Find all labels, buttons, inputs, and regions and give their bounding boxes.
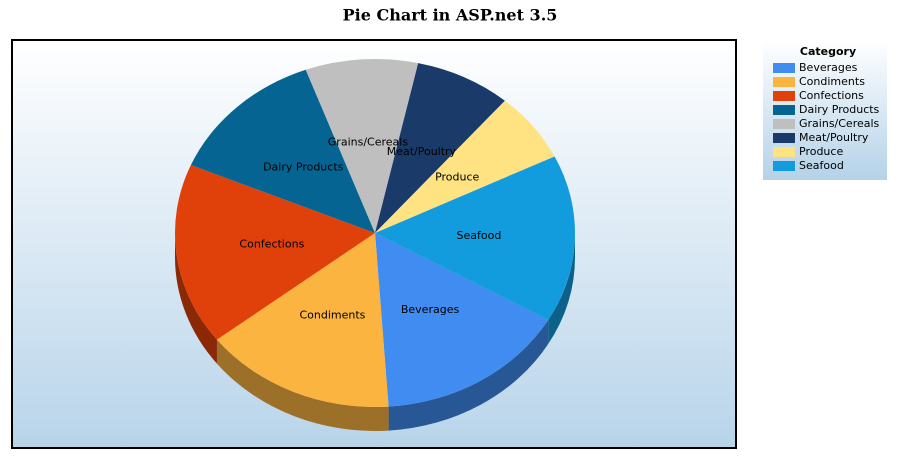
slice-side (548, 233, 575, 344)
slice-label: Condiments (299, 309, 365, 322)
legend-swatch (773, 91, 795, 101)
legend-swatch (773, 77, 795, 87)
legend-title: Category (800, 45, 856, 58)
slice (305, 58, 419, 233)
slice-label: Beverages (401, 303, 460, 316)
slice-side (175, 233, 217, 364)
slice-side (216, 339, 389, 431)
slice (174, 165, 375, 340)
legend-swatch (773, 133, 795, 143)
legend-label: Grains/Cereals (799, 117, 880, 130)
slice (216, 233, 389, 407)
legend-swatch (773, 63, 795, 73)
slice-label: Seafood (457, 229, 502, 242)
legend-label: Meat/Poultry (799, 131, 869, 144)
legend-label: Dairy Products (799, 103, 880, 116)
slice (375, 156, 575, 320)
legend-label: Beverages (799, 61, 858, 74)
legend-label: Seafood (799, 159, 844, 172)
legend-label: Produce (799, 145, 843, 158)
chart-title: Pie Chart in ASP.net 3.5 (343, 6, 558, 25)
slice-label: Produce (435, 171, 479, 184)
legend-label: Confections (799, 89, 864, 102)
slice (190, 69, 375, 233)
legend-swatch (773, 119, 795, 129)
legend-swatch (773, 161, 795, 171)
slice-label: Confections (239, 238, 304, 251)
legend-swatch (773, 147, 795, 157)
slice (375, 63, 505, 233)
slice-label: Meat/Poultry (387, 145, 457, 158)
slice-side (388, 320, 549, 431)
slice (375, 100, 555, 234)
legend-swatch (773, 105, 795, 115)
slice-label: Dairy Products (263, 161, 344, 174)
legend-label: Condiments (799, 75, 865, 88)
slice (375, 233, 549, 407)
slice-label: Grains/Cereals (328, 136, 409, 149)
